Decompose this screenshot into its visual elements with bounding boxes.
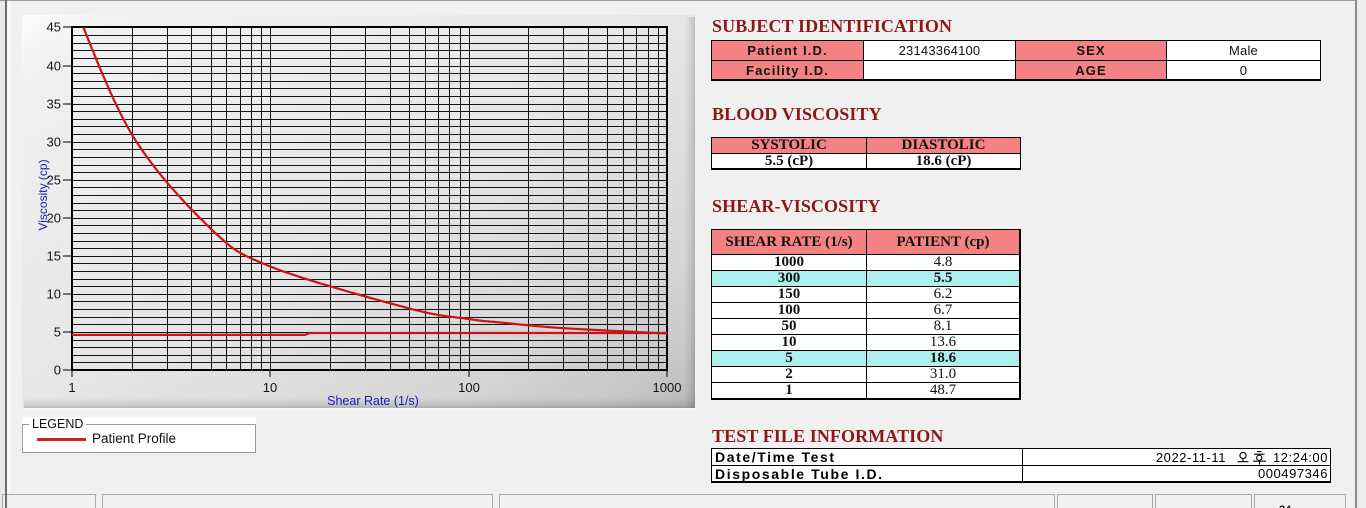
svg-text:25: 25: [47, 173, 61, 188]
svg-text:30: 30: [47, 135, 61, 150]
svg-text:10: 10: [263, 380, 277, 395]
svg-text:Shear Rate (1/s): Shear Rate (1/s): [327, 394, 419, 408]
svg-text:1000: 1000: [653, 380, 682, 395]
svg-text:5: 5: [54, 325, 61, 340]
svg-text:45: 45: [47, 20, 61, 35]
svg-text:20: 20: [47, 211, 61, 226]
svg-text:100: 100: [458, 380, 480, 395]
svg-text:Viscosity (cp): Viscosity (cp): [36, 159, 50, 230]
svg-text:35: 35: [47, 97, 61, 112]
svg-text:0: 0: [54, 363, 61, 378]
svg-text:15: 15: [47, 249, 61, 264]
svg-text:40: 40: [47, 59, 61, 74]
svg-text:10: 10: [47, 287, 61, 302]
svg-text:1: 1: [68, 380, 75, 395]
